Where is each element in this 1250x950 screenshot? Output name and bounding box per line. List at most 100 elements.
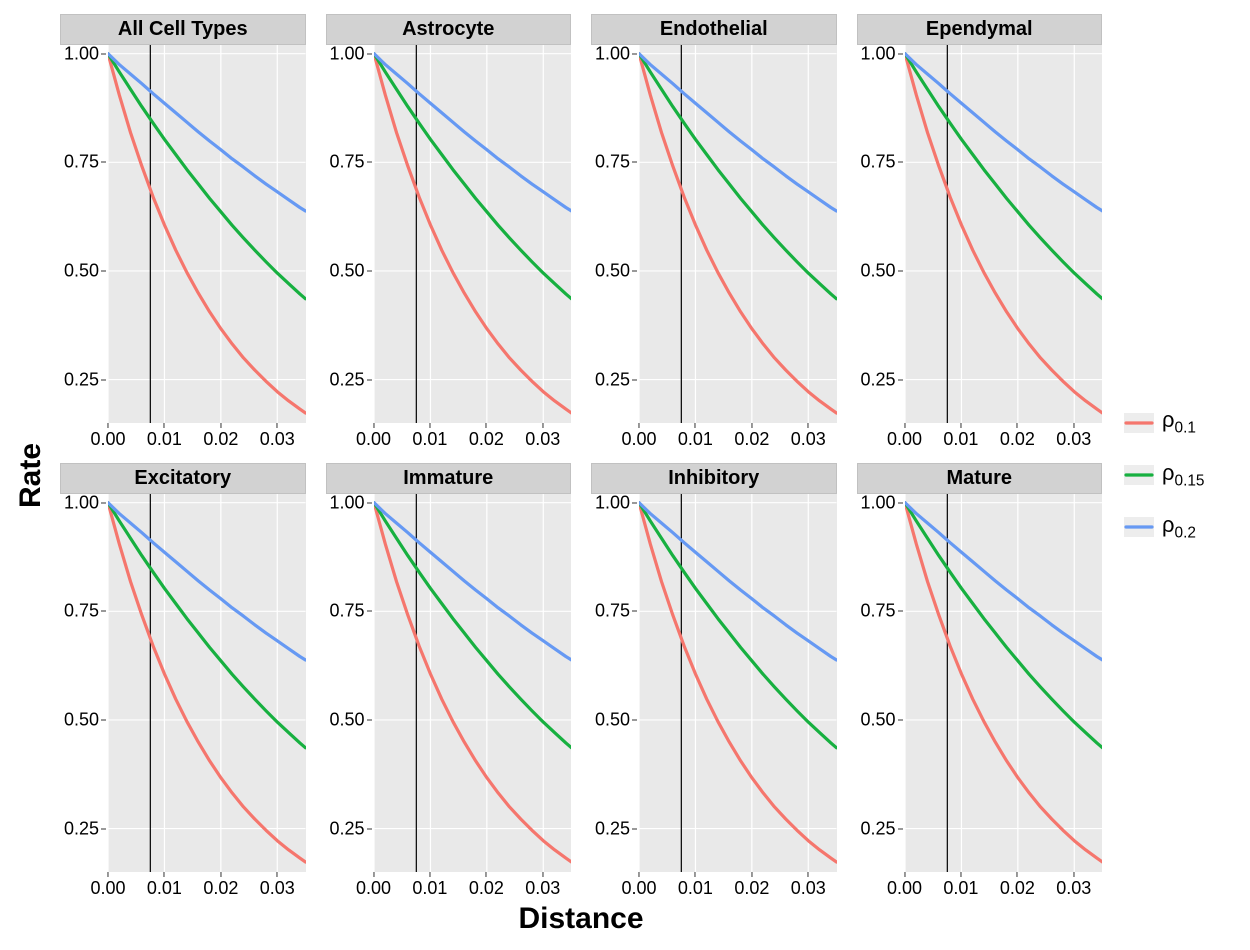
x-tick-label: 0.03 [1056, 872, 1091, 899]
series-line [374, 503, 572, 660]
x-ticks: 0.00 0.01 0.02 0.03 [60, 872, 306, 896]
facet-panel: Ependymal0.250.500.751.000.000.010.020.0… [857, 14, 1103, 447]
x-tick-label: 0.00 [90, 872, 125, 899]
facet-strip: Mature [857, 463, 1103, 494]
plot-area [374, 494, 572, 872]
series-line [639, 503, 837, 660]
series-line [108, 503, 306, 862]
x-tick-label: 0.02 [734, 423, 769, 450]
y-tick-label: 0.25 [329, 818, 371, 839]
y-ticks: 0.250.500.751.00 [326, 494, 374, 872]
y-ticks: 0.250.500.751.00 [591, 494, 639, 872]
y-tick-label: 0.75 [860, 601, 902, 622]
legend-swatch [1124, 517, 1154, 537]
y-tick-label: 1.00 [860, 492, 902, 513]
plot-area [905, 494, 1103, 872]
y-tick-label: 1.00 [595, 492, 637, 513]
facet-strip: Ependymal [857, 14, 1103, 45]
x-axis-title: Distance [52, 900, 1110, 940]
series-line [905, 503, 1103, 862]
main-area: All Cell Types0.250.500.751.000.000.010.… [52, 10, 1110, 940]
y-ticks: 0.250.500.751.00 [326, 45, 374, 423]
x-tick-label: 0.03 [260, 872, 295, 899]
x-tick-label: 0.03 [260, 423, 295, 450]
legend-item: ρ0.2 [1124, 512, 1240, 542]
series-line [639, 503, 837, 862]
plot-area [108, 45, 306, 423]
x-tick-label: 0.02 [1000, 423, 1035, 450]
y-tick-label: 0.25 [595, 818, 637, 839]
x-tick-label: 0.02 [734, 872, 769, 899]
legend-item: ρ0.15 [1124, 460, 1240, 490]
x-ticks: 0.000.010.020.03 [591, 872, 837, 896]
facet-panel: Mature 0.25 0.50 0.75 1.00 0.00 0.01 0.02 0.03 [857, 463, 1103, 896]
x-tick-label: 0.00 [621, 872, 656, 899]
y-tick-label: 0.75 [64, 601, 106, 622]
legend-label: ρ0.1 [1162, 407, 1196, 437]
facet-strip: Immature [326, 463, 572, 494]
facet-panel: Inhibitory0.250.500.751.000.000.010.020.… [591, 463, 837, 896]
series-line [374, 54, 572, 211]
y-tick-label: 0.50 [329, 260, 371, 281]
y-tick-label: 0.50 [860, 709, 902, 730]
series-line [374, 54, 572, 299]
plot-area [374, 45, 572, 423]
legend-item: ρ0.1 [1124, 407, 1240, 437]
facet-strip: Inhibitory [591, 463, 837, 494]
y-tick-label: 0.75 [595, 152, 637, 173]
series-line [905, 54, 1103, 413]
y-tick-label: 0.50 [860, 260, 902, 281]
y-tick-label: 0.25 [860, 818, 902, 839]
y-tick-label: 1.00 [64, 492, 106, 513]
x-ticks: 0.00 0.01 0.02 0.03 [857, 872, 1103, 896]
x-tick-label: 0.00 [621, 423, 656, 450]
x-tick-label: 0.02 [469, 872, 504, 899]
x-tick-label: 0.01 [943, 872, 978, 899]
y-tick-label: 0.25 [595, 369, 637, 390]
y-tick-label: 0.75 [860, 152, 902, 173]
x-tick-label: 0.03 [525, 872, 560, 899]
legend-swatch [1124, 465, 1154, 485]
x-tick-label: 0.01 [147, 423, 182, 450]
y-tick-label: 1.00 [860, 43, 902, 64]
facet-panel: Excitatory0.250.500.751.000.000.010.020.… [60, 463, 306, 896]
x-tick-label: 0.02 [1000, 872, 1035, 899]
x-tick-label: 0.02 [203, 423, 238, 450]
facet-figure: Rate All Cell Types0.250.500.751.000.000… [10, 10, 1240, 940]
series-line [905, 503, 1103, 748]
series-line [108, 54, 306, 211]
y-ticks: 0.25 0.50 0.75 1.00 [857, 494, 905, 872]
series-line [108, 503, 306, 660]
x-tick-label: 0.02 [469, 423, 504, 450]
x-tick-label: 0.00 [887, 423, 922, 450]
series-line [374, 503, 572, 862]
y-tick-label: 0.75 [329, 152, 371, 173]
x-tick-label: 0.01 [147, 872, 182, 899]
y-ticks: 0.250.500.751.00 [591, 45, 639, 423]
plot-area [108, 494, 306, 872]
x-tick-label: 0.03 [525, 423, 560, 450]
y-ticks: 0.250.500.751.00 [60, 45, 108, 423]
series-line [905, 503, 1103, 660]
facet-panel: All Cell Types0.250.500.751.000.000.010.… [60, 14, 306, 447]
y-tick-label: 0.25 [64, 369, 106, 390]
y-tick-label: 1.00 [329, 43, 371, 64]
y-ticks: 0.250.500.751.00 [60, 494, 108, 872]
x-tick-label: 0.00 [887, 872, 922, 899]
x-tick-label: 0.02 [203, 872, 238, 899]
series-line [905, 54, 1103, 299]
panel-grid: All Cell Types0.250.500.751.000.000.010.… [52, 10, 1110, 900]
series-line [108, 54, 306, 299]
x-tick-label: 0.00 [90, 423, 125, 450]
x-tick-label: 0.01 [678, 872, 713, 899]
facet-strip: Astrocyte [326, 14, 572, 45]
series-line [108, 54, 306, 413]
series-line [108, 503, 306, 748]
x-tick-label: 0.00 [356, 872, 391, 899]
y-tick-label: 0.50 [595, 709, 637, 730]
x-ticks: 0.00 0.01 0.02 0.03 [60, 423, 306, 447]
facet-strip: All Cell Types [60, 14, 306, 45]
series-line [639, 54, 837, 299]
y-tick-label: 0.25 [860, 369, 902, 390]
legend-swatch [1124, 413, 1154, 433]
